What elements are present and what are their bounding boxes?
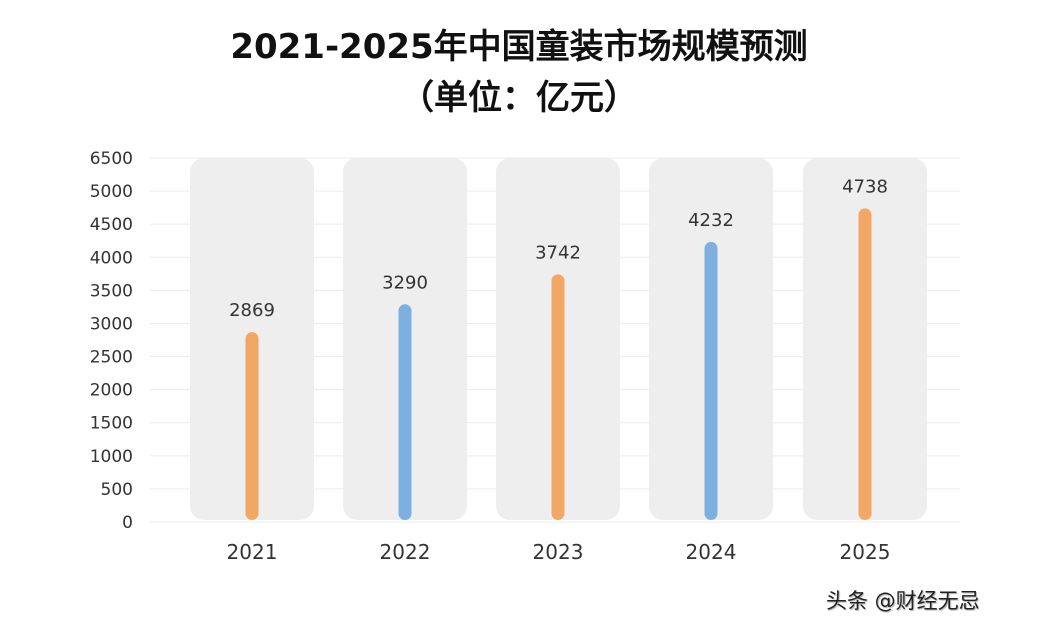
y-tick-label: 6500 [90,149,133,169]
chart-subtitle: （单位：亿元） [400,78,638,118]
bar [858,208,872,520]
x-tick-label: 2022 [380,540,431,564]
y-tick-label: 5000 [90,182,133,202]
data-label: 3742 [535,242,581,263]
y-tick-label: 3500 [90,281,133,301]
y-tick-label: 3000 [90,314,133,334]
watermark: 头条 @财经无忌 [826,589,980,613]
y-tick-label: 500 [101,480,133,500]
data-label: 4738 [842,176,888,197]
data-label: 2869 [229,300,275,321]
data-label: 3290 [382,272,428,293]
y-tick-label: 2500 [90,348,133,368]
y-tick-label: 1000 [90,447,133,467]
y-tick-label: 0 [122,513,133,533]
bar [704,241,718,520]
bar [398,304,412,520]
bar [551,274,565,520]
x-tick-label: 2025 [840,540,891,564]
x-tick-label: 2023 [533,540,584,564]
data-label: 4232 [688,210,734,231]
x-tick-label: 2024 [686,540,737,564]
y-tick-label: 1500 [90,414,133,434]
y-tick-label: 4000 [90,248,133,268]
chart-title: 2021-2025年中国童装市场规模预测 [230,27,808,67]
bar [245,332,259,520]
y-tick-label: 2000 [90,381,133,401]
x-tick-label: 2021 [227,540,278,564]
y-tick-label: 4500 [90,215,133,235]
